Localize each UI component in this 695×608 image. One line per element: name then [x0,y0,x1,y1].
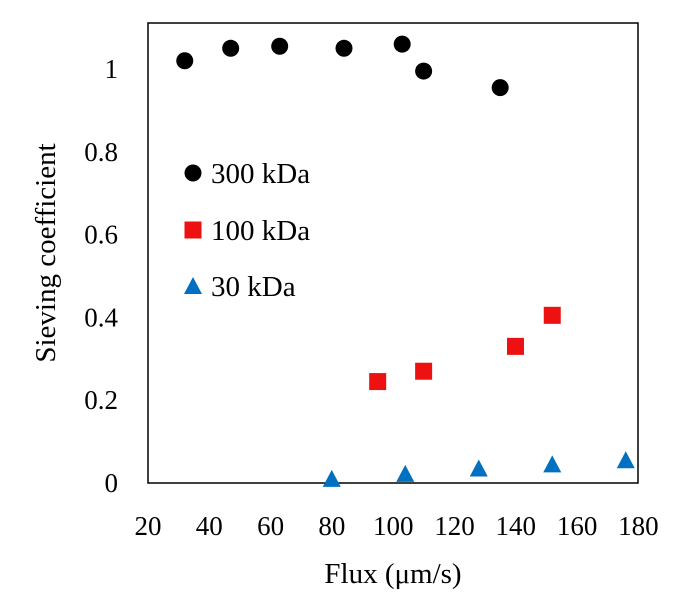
legend-marker-100-kda [184,221,202,239]
data-point-300-kda [222,39,240,57]
y-tick-label: 0.6 [84,220,118,250]
legend-marker-300-kda [184,164,202,182]
y-axis-title: Sieving coefficient [30,143,62,362]
data-point-100-kda [543,306,561,324]
x-tick-label: 20 [135,511,162,541]
x-tick-label: 140 [496,511,537,541]
x-tick-label: 180 [618,511,659,541]
legend-item-100-kda: 100 kDa [184,215,310,247]
data-point-100-kda [415,362,433,380]
series-30-kda [322,451,635,487]
data-point-300-kda [393,35,411,53]
data-point-30-kda [543,455,562,473]
x-tick-label: 40 [196,511,223,541]
data-point-30-kda [616,451,635,469]
data-point-300-kda [491,79,509,97]
series-300-kda [176,35,509,97]
x-tick-label: 80 [318,511,345,541]
legend-item-300-kda: 300 kDa [184,158,310,190]
data-point-300-kda [415,62,433,80]
legend-item-30-kda: 30 kDa [184,271,296,303]
legend-label-30-kda: 30 kDa [211,271,296,303]
data-point-30-kda [396,464,415,482]
data-point-30-kda [469,459,488,477]
data-point-30-kda [322,469,341,487]
x-tick-labels: 20 40 60 80 100 120 140 160 180 [135,511,659,541]
plot-area-frame [147,22,639,484]
legend-label-300-kda: 300 kDa [211,158,310,190]
y-tick-label: 0.8 [84,137,118,167]
x-tick-label: 160 [557,511,598,541]
data-point-100-kda [369,373,387,391]
data-point-300-kda [271,37,289,55]
legend-label-100-kda: 100 kDa [211,215,310,247]
y-tick-label: 0.4 [84,302,118,332]
legend: 300 kDa 100 kDa 30 kDa [184,158,310,303]
data-point-100-kda [507,337,524,355]
x-tick-label: 120 [434,511,475,541]
data-series-layer [176,35,635,487]
series-100-kda [369,306,561,391]
legend-marker-30-kda [184,277,202,294]
data-point-300-kda [335,39,353,57]
y-tick-label: 0 [105,468,119,498]
x-axis-title: Flux (μm/s) [324,558,461,590]
x-tick-label: 60 [257,511,284,541]
data-point-300-kda [176,52,194,70]
y-tick-label: 0.2 [84,385,118,415]
y-tick-label: 1 [105,54,119,84]
x-tick-label: 100 [373,511,414,541]
y-tick-labels: 0 0.2 0.4 0.6 0.8 1 [84,54,118,498]
